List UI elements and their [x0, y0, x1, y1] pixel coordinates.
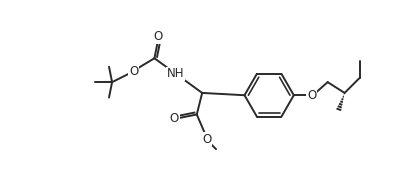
Text: NH: NH	[166, 67, 184, 80]
Text: O: O	[170, 112, 179, 125]
Text: O: O	[154, 30, 163, 43]
Text: O: O	[202, 133, 211, 146]
Text: O: O	[129, 65, 138, 78]
Text: O: O	[307, 89, 316, 102]
